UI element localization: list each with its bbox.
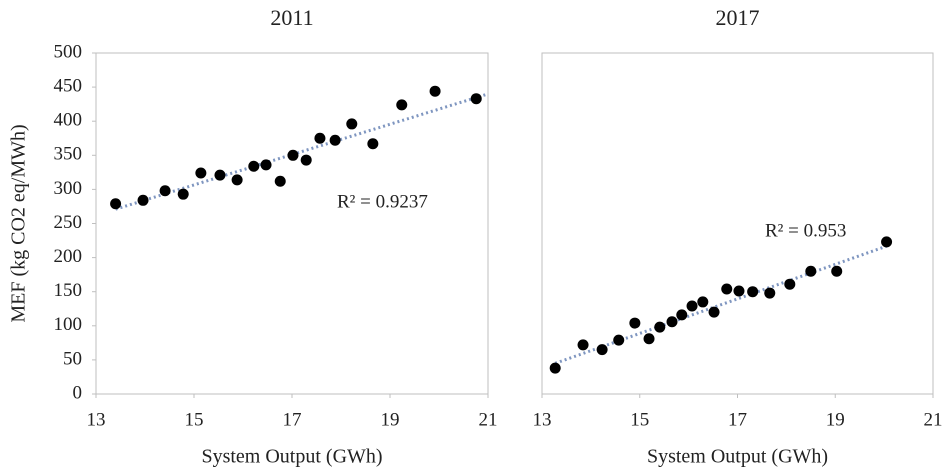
y-tick-label: 200 [54,246,83,267]
data-point [805,265,817,277]
y-tick-label: 150 [54,280,83,301]
x-tick-label: 21 [479,409,498,430]
data-point [396,99,408,111]
data-point [159,185,171,197]
x-tick-label: 21 [924,409,943,430]
x-tick-label: 17 [283,409,302,430]
data-point [329,134,341,146]
y-tick-label: 300 [54,178,83,199]
y-tick-label: 50 [63,348,82,369]
data-point [747,286,759,298]
data-point [686,300,698,312]
y-tick-label: 450 [54,75,83,96]
x-tick-label: 15 [185,409,204,430]
x-axis-label: System Output (GWh) [201,446,382,468]
r-squared-label: R² = 0.9237 [337,191,428,212]
data-point [177,188,189,200]
data-point [676,309,688,321]
x-tick-label: 15 [630,409,649,430]
y-axis-label: MEF (kg CO2 eq/MWh) [8,124,30,322]
plot-frame [541,52,934,395]
x-tick-label: 19 [381,409,400,430]
data-point [137,194,149,206]
data-point [110,198,122,210]
x-tick-label: 13 [87,409,106,430]
data-point [721,283,733,295]
data-point [274,175,286,187]
r-squared-label: R² = 0.953 [765,220,846,241]
x-tick-label: 13 [533,409,552,430]
data-point [314,132,326,144]
data-point [367,138,379,150]
y-tick-label: 100 [54,314,83,335]
x-tick-label: 19 [826,409,845,430]
x-tick-label: 17 [728,409,747,430]
data-point [733,285,745,297]
data-point [214,169,226,181]
y-tick-label: 350 [54,144,83,165]
trendline [115,92,489,211]
y-tick-label: 400 [54,110,83,131]
data-point [697,296,709,308]
data-point [629,317,641,329]
y-tick-label: 250 [54,212,83,233]
data-point [764,287,776,299]
data-point [654,321,666,333]
data-point [666,316,678,328]
y-tick-label: 0 [73,382,83,403]
data-point [260,159,272,171]
data-point [429,85,441,97]
data-point [287,149,299,161]
data-point [470,93,482,105]
panel-title: 2011 [270,5,313,30]
data-point [231,174,243,186]
data-point [577,339,589,351]
data-point [784,278,796,290]
y-tick-label: 500 [54,41,83,62]
trendline [554,243,890,365]
data-point [549,362,561,374]
data-point [831,265,843,277]
data-point [300,154,312,166]
x-axis-label: System Output (GWh) [647,446,828,468]
data-point [881,236,893,248]
data-point [248,160,260,172]
data-point [596,344,608,356]
plot-frame [95,52,489,395]
data-point [613,334,625,346]
data-point [708,306,720,318]
data-point [346,118,358,130]
panel-title: 2017 [716,5,760,30]
data-point [195,167,207,179]
data-point [643,333,655,345]
